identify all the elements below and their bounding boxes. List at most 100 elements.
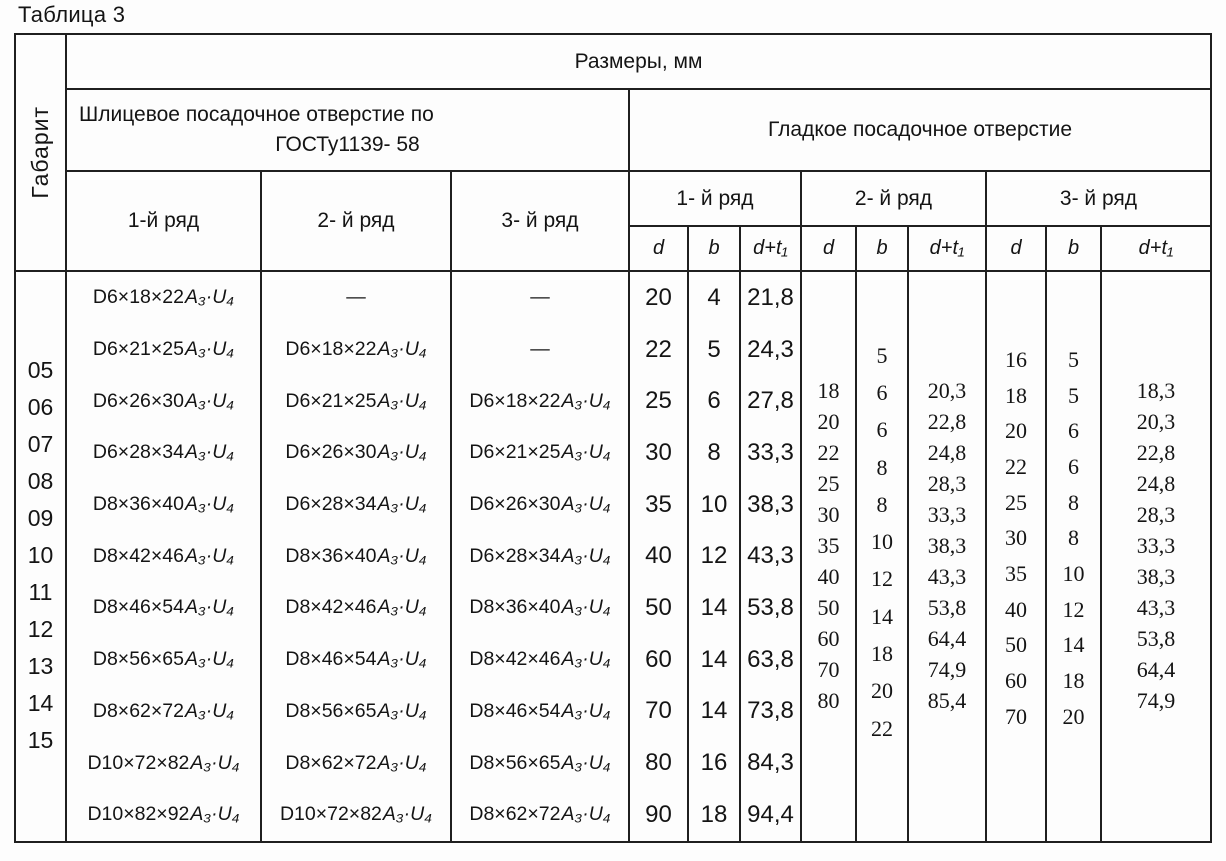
sizes-header: Размеры, мм (67, 35, 1210, 90)
spline-designation: — (530, 286, 550, 309)
dt-value: 43,3 (747, 542, 794, 570)
spline-designation: D8×56×65 A₃·U₄ (469, 751, 611, 774)
dt-value: 73,8 (747, 697, 794, 725)
smooth3-d-column: 16 18 20 22 25 30 35 40 50 60 70 (987, 272, 1047, 841)
gabarit-value: 06 (27, 394, 54, 420)
spline-row1-header: 1-й ряд (67, 172, 262, 272)
dt-label: d+t₁ (753, 237, 788, 259)
dt-value: 74,9 (1136, 687, 1176, 713)
smooth2-dt-column: 20,3 22,8 24,8 28,3 33,3 38,3 43,3 53,8 64,4 74,9… (909, 272, 987, 841)
fit-designation: A₃·U₄ (377, 338, 427, 361)
d-value: 20 (1005, 418, 1027, 444)
spline-designation: D6×21×25 A₃·U₄ (469, 441, 611, 464)
fit-designation: A₃·U₄ (561, 544, 611, 567)
fit-designation: A₃·U₄ (561, 389, 611, 412)
smooth-row3-label: 3- й ряд (1059, 186, 1138, 210)
spline-row2-label: 2- й ряд (317, 209, 395, 232)
d-value: 30 (645, 438, 672, 466)
spline-designation: D10×72×82 A₃·U₄ (279, 803, 433, 826)
dt-value: 22,8 (927, 408, 967, 434)
dt-value: 64,4 (927, 625, 967, 651)
subcol-dt-2: d+t₁ (909, 227, 987, 272)
b-value: 4 (707, 283, 721, 311)
fit-designation: A₃·U₄ (184, 493, 235, 516)
dt-value: 33,3 (927, 501, 967, 527)
spline-row1-label: 1-й ряд (127, 209, 200, 232)
d-value: 18 (817, 377, 840, 403)
spline-row1-column: D6×18×22 A₃·U₄ D6×21×25 A₃·U₄ D6×26×30 A₃·U₄ D… (67, 272, 262, 841)
spline-designation: D8×36×40 A₃·U₄ (469, 596, 611, 619)
fit-designation: A₃·U₄ (184, 699, 235, 722)
d-value: 90 (645, 800, 672, 828)
gabarit-value: 12 (27, 616, 54, 642)
smooth1-d-column: 20 22 25 30 35 40 50 60 70 80 90 (630, 272, 689, 841)
fit-designation: A₃·U₄ (377, 699, 427, 722)
b-value: 10 (700, 490, 728, 518)
d-value: 25 (1005, 489, 1027, 515)
dt-value: 53,8 (927, 594, 967, 620)
subcol-dt-3: d+t₁ (1102, 227, 1210, 272)
dt-value: 28,3 (927, 470, 967, 496)
smooth-header-label: Гладкое посадочное отверстие (767, 118, 1073, 141)
d-value: 70 (817, 656, 840, 682)
b-value: 8 (1068, 525, 1079, 551)
spline-designation: D8×56×65 A₃·U₄ (285, 699, 427, 722)
dt-value: 24,3 (747, 335, 794, 363)
spline-row3-column: — — D6×18×22 A₃·U₄ D6×21×25 A₃·U₄ D6×26×30 A₃·U… (452, 272, 630, 841)
fit-designation: A₃·U₄ (184, 648, 235, 671)
spline-designation: D6×18×22 A₃·U₄ (469, 389, 611, 412)
d-value: 25 (817, 470, 840, 496)
dt-value: 53,8 (747, 593, 794, 621)
dt-label: d+t₁ (1138, 237, 1174, 259)
fit-designation: A₃·U₄ (184, 338, 235, 361)
smooth-section-header: Гладкое посадочное отверстие (630, 90, 1210, 172)
spline-designation: D6×28×34 A₃·U₄ (285, 493, 427, 516)
smooth3-b-column: 5 5 6 6 8 8 10 12 14 18 20 (1047, 272, 1102, 841)
d-label: d (1010, 237, 1022, 259)
d-value: 35 (1005, 560, 1027, 586)
b-value: 8 (876, 491, 888, 517)
fit-designation: A₃·U₄ (190, 751, 240, 774)
spline-designation: D8×46×54 A₃·U₄ (469, 699, 611, 722)
fit-designation: A₃·U₄ (184, 389, 235, 412)
d-value: 30 (1005, 525, 1027, 551)
dt-value: 38,3 (747, 490, 794, 518)
spline-designation: D6×26×30 A₃·U₄ (285, 441, 427, 464)
dt-value: 21,8 (747, 283, 794, 311)
b-value: 14 (700, 645, 728, 673)
b-value: 18 (700, 800, 728, 828)
d-label: d (652, 237, 665, 259)
subcol-d-3: d (987, 227, 1047, 272)
subcol-b-2: b (857, 227, 909, 272)
d-value: 70 (645, 697, 672, 725)
b-value: 6 (1068, 453, 1079, 479)
dt-value: 53,8 (1136, 625, 1176, 651)
b-label: b (876, 237, 888, 259)
smooth3-dt-column: 18,3 20,3 22,8 24,8 28,3 33,3 38,3 43,3 53,8 64,4… (1102, 272, 1210, 841)
dt-value: 85,4 (927, 687, 967, 713)
dt-value: 38,3 (927, 532, 967, 558)
subcol-d-2: d (802, 227, 857, 272)
d-value: 20 (817, 408, 840, 434)
spline-designation: D8×62×72 A₃·U₄ (92, 699, 235, 722)
b-value: 18 (1062, 668, 1085, 694)
spline-designation: D6×18×22 A₃·U₄ (285, 338, 427, 361)
dt-value: 24,8 (1136, 470, 1176, 496)
b-value: 10 (1062, 560, 1085, 586)
d-value: 22 (1005, 453, 1027, 479)
b-value: 8 (707, 438, 721, 466)
dt-value: 94,4 (747, 800, 794, 828)
d-value: 30 (817, 501, 840, 527)
gabarit-value: 08 (27, 468, 54, 494)
dt-value: 43,3 (927, 563, 967, 589)
b-value: 12 (700, 542, 728, 570)
fit-designation: A₃·U₄ (184, 286, 235, 309)
spline-row2-header: 2- й ряд (262, 172, 452, 272)
subcol-b-1: b (689, 227, 741, 272)
spline-designation: D6×28×34 A₃·U₄ (469, 544, 611, 567)
fit-designation: A₃·U₄ (561, 751, 611, 774)
subcol-b-3: b (1047, 227, 1102, 272)
gabarit-value: 13 (27, 653, 54, 679)
dt-label: d+t₁ (929, 237, 965, 259)
